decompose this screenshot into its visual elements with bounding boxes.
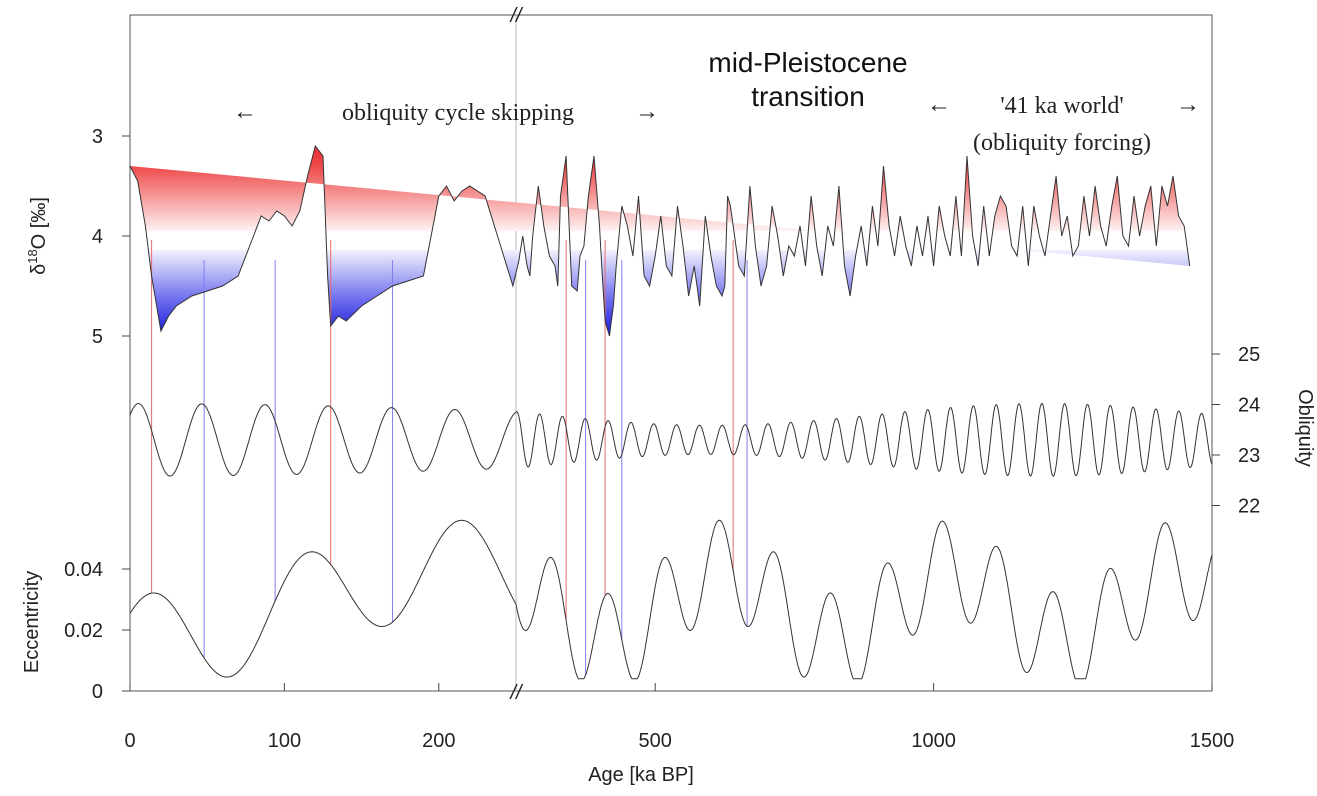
annotation-41ka-world: '41 ka world'	[1000, 93, 1123, 119]
arrow-right-skipping: →	[635, 99, 659, 125]
arrow-left-41ka: ←	[927, 92, 951, 118]
d18o-cold-fill	[148, 250, 1190, 336]
eccentricity-tick-label: 0	[92, 681, 103, 703]
arrow-left-skipping: ←	[233, 99, 257, 125]
eccentricity-tick-label: 0.04	[64, 559, 103, 581]
axis-break-mark-bottom: //	[508, 682, 524, 704]
d18o-series-line	[129, 144, 1191, 337]
d18o-fill-layer	[130, 146, 1190, 336]
x-tick-label: 100	[268, 730, 301, 752]
annotation-obliquity-forcing: (obliquity forcing)	[973, 130, 1151, 156]
x-tick-label: 1000	[911, 730, 956, 752]
x-tick-label: 1500	[1190, 730, 1235, 752]
eccentricity-tick-label: 0.02	[64, 620, 103, 642]
axis-break-mark-top: //	[508, 5, 524, 27]
obliquity-axis-label: Obliquity	[1294, 389, 1316, 467]
arrow-right-41ka: →	[1176, 92, 1200, 118]
obliquity-tick-label: 24	[1238, 395, 1260, 417]
obliquity-tick-label: 25	[1238, 344, 1260, 366]
d18o-axis-label: δ18O [‰]	[25, 197, 50, 275]
annotation-cycle-skipping: obliquity cycle skipping	[342, 100, 574, 126]
connector-lines	[151, 240, 748, 676]
eccentricity-series-line	[129, 519, 1213, 680]
d18o-warm-fill	[130, 146, 1185, 231]
d18o-tick-label: 5	[92, 326, 103, 348]
tick-layer: 0 100 200 500 1000 1500 3 4 5 22 23 24 25 0 0.02 0.04	[64, 126, 1260, 752]
x-axis-label: Age [ka BP]	[588, 764, 694, 786]
obliquity-tick-label: 23	[1238, 445, 1260, 467]
annotation-mpt-line2: transition	[751, 81, 865, 112]
d18o-tick-label: 3	[92, 126, 103, 148]
x-tick-label: 500	[639, 730, 672, 752]
obliquity-series-line	[129, 403, 1213, 477]
plot-frame	[129, 14, 1213, 692]
d18o-tick-label: 4	[92, 226, 103, 248]
obliquity-tick-label: 22	[1238, 496, 1260, 518]
x-tick-label: 0	[124, 730, 135, 752]
annotation-mpt-line1: mid-Pleistocene	[708, 47, 907, 78]
series-layer	[129, 144, 1213, 680]
eccentricity-axis-label: Eccentricity	[21, 571, 43, 673]
x-tick-label: 200	[422, 730, 455, 752]
